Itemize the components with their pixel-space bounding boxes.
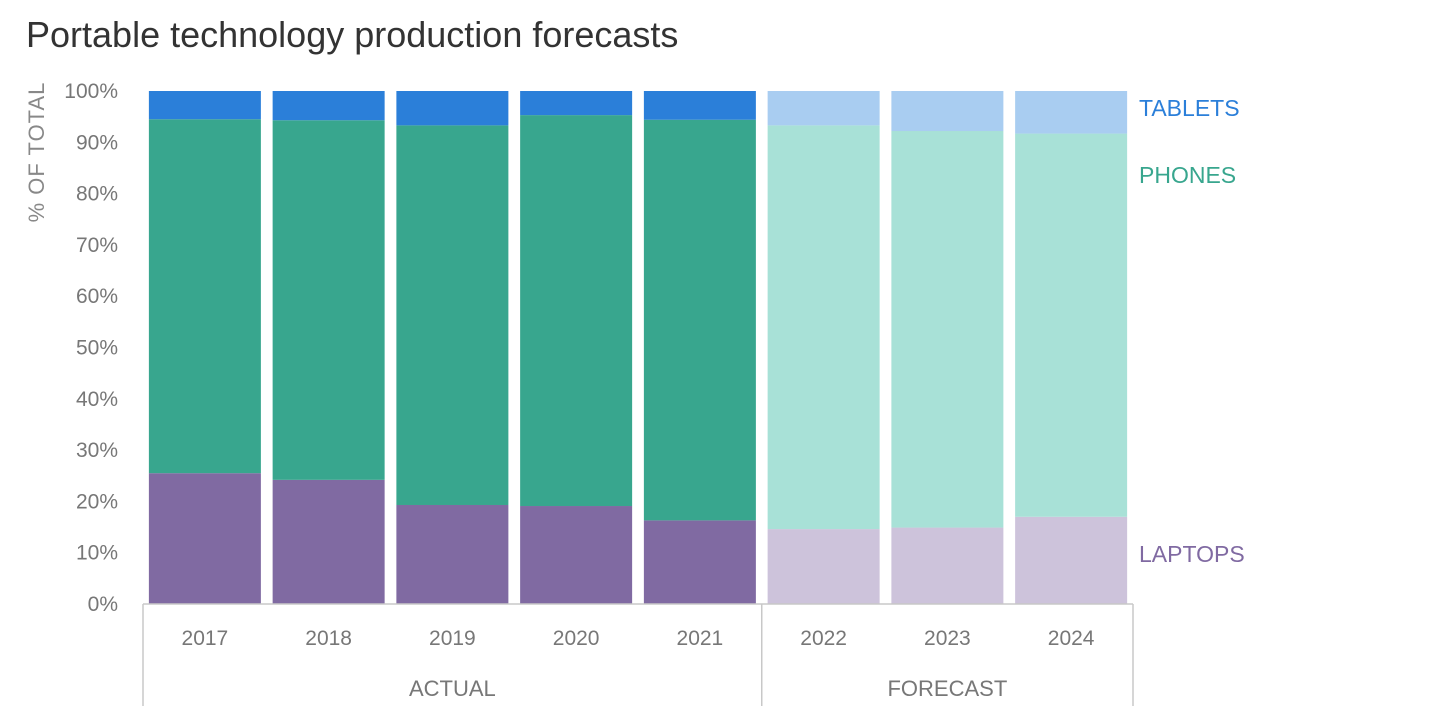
bar-tablets-2017	[148, 91, 261, 120]
bar-laptops-2019	[396, 504, 509, 604]
bar-phones-2019	[396, 125, 509, 505]
x-tick-label: 2023	[924, 627, 971, 650]
axes-layer	[142, 603, 1134, 706]
bars-layer	[148, 91, 1128, 604]
bar-laptops-2018	[272, 479, 385, 604]
x-tick-label: 2019	[429, 627, 476, 650]
x-tick-label: 2022	[800, 627, 847, 650]
labels-layer: 0% 10% 20% 30% 40% 50% 60% 70% 80% 90% 100% % OF TO…	[24, 80, 1245, 701]
bar-phones-2017	[148, 119, 261, 474]
bar-phones-2022	[767, 125, 880, 530]
bar-tablets-2018	[272, 91, 385, 121]
bar-laptops-2017	[148, 473, 261, 604]
x-tick-label: 2018	[305, 627, 352, 650]
y-tick-label: 80%	[76, 183, 118, 206]
bar-phones-2024	[1015, 133, 1128, 517]
group-label-forecast: FORECAST	[887, 676, 1007, 701]
bar-laptops-2020	[520, 506, 633, 604]
group-label-actual: ACTUAL	[409, 676, 496, 701]
series-label-phones: PHONES	[1139, 162, 1236, 188]
bar-phones-2023	[891, 131, 1004, 528]
x-tick-label: 2020	[553, 627, 600, 650]
bar-tablets-2024	[1015, 91, 1128, 134]
x-tick-label: 2017	[182, 627, 229, 650]
bar-tablets-2022	[767, 91, 880, 126]
series-label-tablets: TABLETS	[1139, 95, 1240, 121]
bar-laptops-2024	[1015, 516, 1128, 604]
y-tick-label: 10%	[76, 542, 118, 565]
y-tick-label: 30%	[76, 439, 118, 462]
y-tick-label: 100%	[64, 80, 118, 103]
bar-phones-2020	[520, 115, 633, 507]
bar-laptops-2023	[891, 527, 1004, 604]
y-tick-label: 20%	[76, 490, 118, 513]
y-axis-title: % OF TOTAL	[24, 82, 49, 223]
chart-title: Portable technology production forecasts	[26, 14, 679, 55]
series-label-laptops: LAPTOPS	[1139, 541, 1245, 567]
bar-phones-2021	[643, 119, 756, 521]
bar-tablets-2023	[891, 91, 1004, 132]
bar-phones-2018	[272, 120, 385, 480]
bar-tablets-2021	[643, 91, 756, 120]
y-tick-label: 60%	[76, 285, 118, 308]
y-tick-label: 90%	[76, 131, 118, 154]
bar-tablets-2019	[396, 91, 509, 126]
bar-tablets-2020	[520, 91, 633, 116]
x-tick-label: 2024	[1048, 627, 1095, 650]
bar-laptops-2022	[767, 529, 880, 604]
x-tick-label: 2021	[677, 627, 724, 650]
bar-laptops-2021	[643, 520, 756, 604]
y-tick-label: 40%	[76, 388, 118, 411]
y-tick-label: 70%	[76, 234, 118, 257]
y-tick-label: 0%	[88, 593, 118, 616]
y-tick-label: 50%	[76, 337, 118, 360]
